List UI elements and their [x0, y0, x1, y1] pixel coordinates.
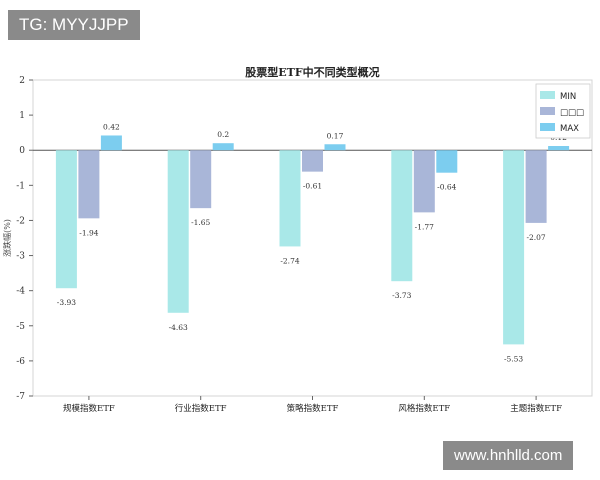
x-category-label: 策略指数ETF [287, 403, 339, 414]
bar-min-3 [279, 150, 301, 247]
data-label: -1.94 [79, 228, 98, 237]
data-label: -5.53 [504, 354, 523, 363]
y-tick-label: -6 [16, 357, 25, 367]
bar-max-1 [100, 135, 122, 151]
bar-□□□-4 [413, 150, 435, 213]
bar-min-2 [167, 150, 189, 313]
chart-title: 股票型ETF中不同类型概况 [245, 65, 379, 79]
y-tick-label: -1 [16, 181, 25, 191]
legend-label: MAX [560, 124, 579, 134]
bar-max-3 [324, 144, 346, 151]
x-category-label: 行业指数ETF [175, 403, 227, 414]
bar-max-5 [548, 146, 570, 151]
bar-□□□-1 [78, 150, 100, 219]
y-tick-label: 1 [19, 111, 25, 121]
data-label: -4.63 [169, 323, 188, 332]
y-tick-label: 2 [19, 76, 25, 86]
data-label: -2.07 [526, 233, 545, 242]
data-label: -3.93 [57, 298, 76, 307]
x-category-label: 风格指数ETF [398, 403, 450, 414]
y-tick-label: 0 [19, 146, 25, 156]
plot-area [32, 79, 593, 397]
bar-max-2 [212, 143, 234, 151]
watermark-label-top: TG: MYYJJPP [8, 10, 140, 40]
y-tick-label: -2 [16, 216, 25, 226]
data-label: -2.74 [280, 256, 299, 265]
legend-swatch-3 [540, 123, 555, 131]
data-label: -0.61 [303, 182, 322, 191]
x-category-label: 规模指数ETF [63, 403, 115, 414]
x-category-label: 主题指数ETF [510, 403, 562, 414]
bar-□□□-3 [302, 150, 323, 172]
legend-swatch-2 [540, 107, 555, 115]
data-label: -3.73 [392, 291, 411, 300]
y-tick-label: -3 [16, 252, 25, 262]
data-label: 0.2 [217, 130, 229, 139]
bar-□□□-2 [190, 150, 212, 209]
bar-max-4 [436, 150, 458, 173]
bar-min-1 [55, 150, 77, 289]
y-tick-label: -5 [16, 322, 25, 332]
data-label: -0.64 [437, 183, 456, 192]
watermark-label-bottom: www.hnhlld.com [443, 441, 574, 470]
bar-min-5 [503, 150, 525, 345]
legend-swatch-1 [540, 91, 555, 99]
data-label: -1.65 [191, 218, 210, 227]
legend-label: □□□ [560, 108, 584, 118]
data-label: -1.77 [415, 222, 434, 231]
legend-label: MIN [560, 92, 576, 102]
data-label: 0.17 [327, 131, 344, 140]
data-label: 0.42 [103, 122, 120, 131]
y-tick-label: -4 [16, 287, 25, 297]
y-tick-label: -7 [16, 392, 25, 402]
legend: MIN □□□ MAX [535, 83, 591, 139]
bar-min-4 [391, 150, 413, 282]
y-axis-label: 涨跌幅(%) [2, 219, 12, 257]
bar-□□□-5 [525, 150, 547, 223]
